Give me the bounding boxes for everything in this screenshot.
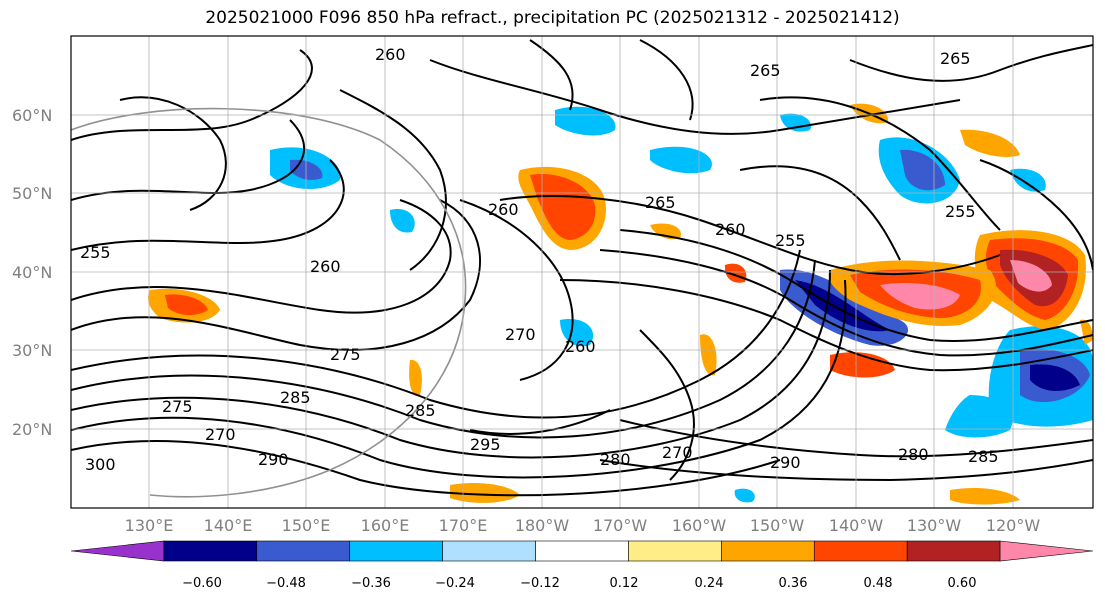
colorbar-segment [628,540,722,562]
colorbar-segment [813,540,908,562]
contour-label: 270 [505,325,536,344]
colorbar-tick: −0.36 [351,576,391,591]
contour-label: 255 [945,202,976,221]
lon-label: 160°E [361,516,410,535]
lon-label: 130°W [907,516,962,535]
great-circle-arc [71,107,467,498]
lon-label: 170°E [439,516,488,535]
lon-label: 160°W [672,516,727,535]
latitude-labels: 60°N 50°N 40°N 30°N 20°N [12,106,52,439]
lat-label: 30°N [12,341,52,360]
colorbar-tick: 0.36 [779,576,808,591]
colorbar-segment [163,540,258,562]
colorbar-segment [256,540,351,562]
colorbar-tick: −0.48 [266,576,306,591]
colorbar-segment [535,540,629,562]
contour-label: 260 [565,337,596,356]
contour-label: 265 [645,193,676,212]
precip-shading [270,106,1093,503]
graticule [71,36,1093,508]
contour-label: 300 [85,455,116,474]
contour-label: 285 [968,447,999,466]
colorbar-segment [442,540,536,562]
lat-label: 20°N [12,420,52,439]
lon-label: 150°E [282,516,331,535]
colorbar-ticks: −0.60 −0.48 −0.36 −0.24 −0.12 0.12 0.24 … [182,576,976,591]
contour-label: 275 [330,345,361,364]
colorbar-segment [906,540,1001,562]
lat-label: 50°N [12,184,52,203]
contour-label: 290 [770,453,801,472]
colorbar [70,540,1094,562]
contour-label: 255 [80,243,111,262]
colorbar-segment [70,540,165,562]
lon-label: 140°E [204,516,253,535]
colorbar-tick: −0.60 [182,576,222,591]
map-title: 2025021000 F096 850 hPa refract., precip… [205,8,900,28]
colorbar-segment [999,540,1094,562]
contour-label: 285 [405,401,436,420]
contour-label: 275 [162,397,193,416]
contour-label: 260 [310,257,341,276]
lat-label: 40°N [12,263,52,282]
contour-label: 265 [940,49,971,68]
contour-label-group: 260 265 265 260 255 260 265 260 255 270 … [80,45,999,474]
lon-label: 130°E [125,516,174,535]
contour-label: 270 [662,443,693,462]
lon-label: 180°W [515,516,570,535]
contour-label: 260 [488,200,519,219]
colorbar-segment [721,540,815,562]
lon-label: 150°W [750,516,805,535]
lon-label: 140°W [829,516,884,535]
refractivity-contours [71,39,1093,497]
contour-label: 255 [775,231,806,250]
colorbar-tick: −0.24 [435,576,475,591]
contour-label: 280 [600,450,631,469]
lon-label: 170°W [593,516,648,535]
colorbar-tick: 0.12 [610,576,639,591]
map-frame [70,35,1094,509]
contour-label: 270 [205,425,236,444]
lat-label: 60°N [12,106,52,125]
contour-label: 260 [375,45,406,64]
colorbar-tick: 0.24 [695,576,724,591]
contour-label: 265 [750,61,781,80]
colorbar-tick: 0.60 [948,576,977,591]
contour-label: 260 [715,220,746,239]
lon-label: 120°W [986,516,1041,535]
contour-label: 280 [898,445,929,464]
longitude-labels: 130°E 140°E 150°E 160°E 170°E 180°W 170°… [125,516,1041,535]
contour-label: 290 [258,450,289,469]
contour-label: 285 [280,388,311,407]
colorbar-tick: 0.48 [864,576,893,591]
colorbar-tick: −0.12 [520,576,560,591]
precip-warm-shading [148,103,1093,505]
contour-label: 295 [470,435,501,454]
colorbar-segment [349,540,443,562]
